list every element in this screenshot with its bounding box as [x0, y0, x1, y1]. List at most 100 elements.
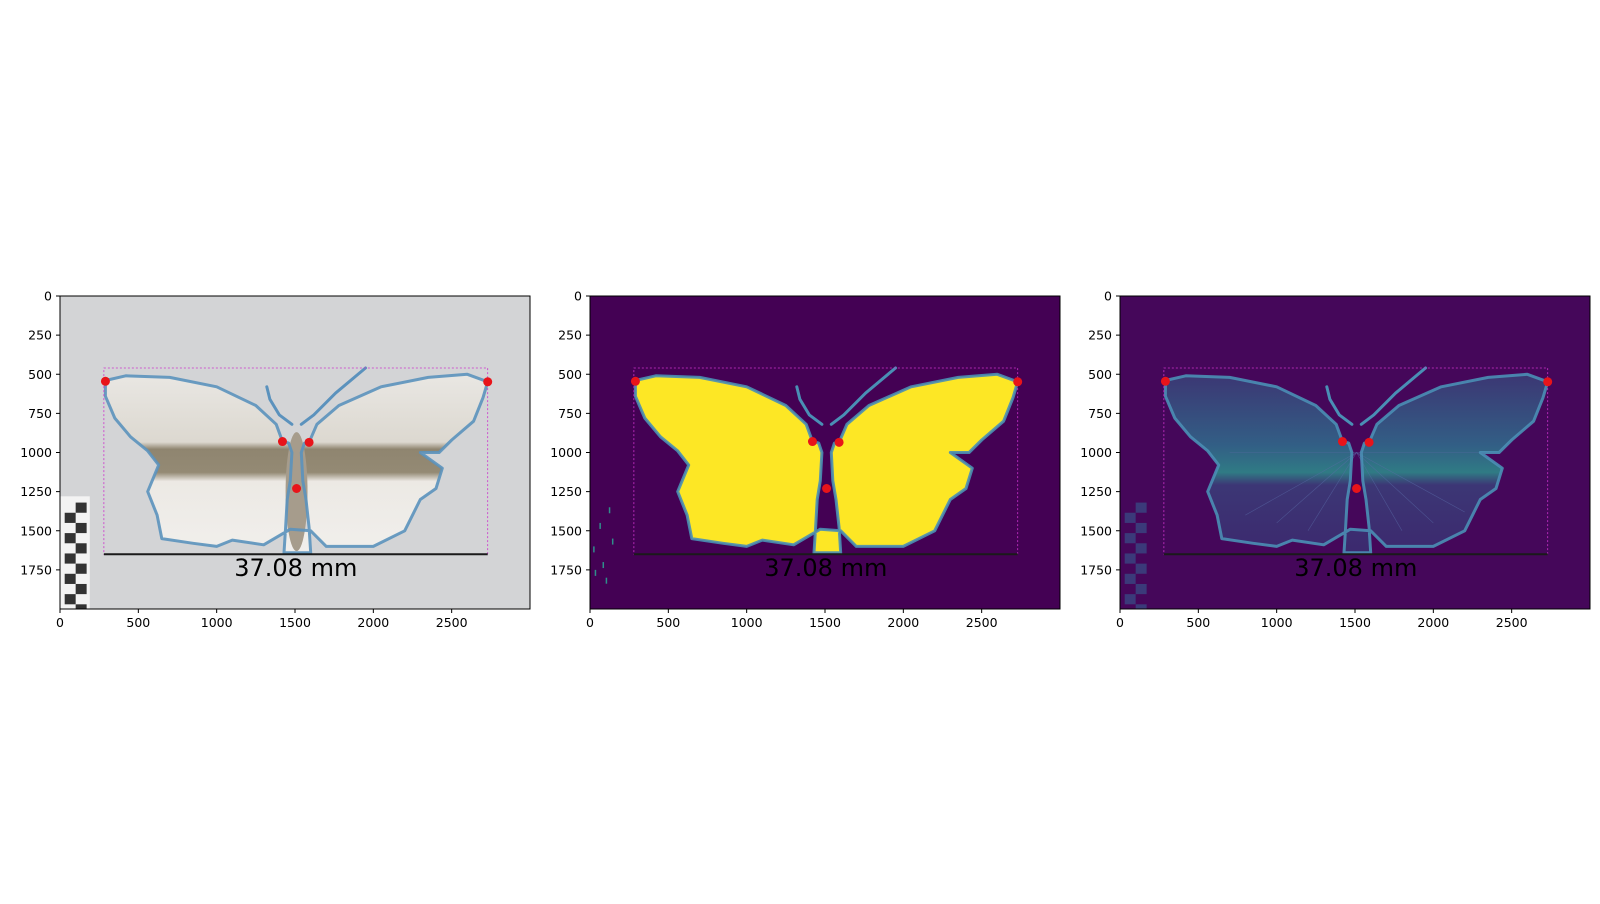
measurement-label: 37.08 mm: [764, 554, 887, 582]
y-tick-label: 750: [28, 406, 52, 421]
edge-checker-ghost: [1124, 502, 1147, 609]
image-content: 37.08 mm: [1120, 296, 1590, 609]
landmark-point: [807, 437, 817, 447]
vein-line: [1356, 452, 1465, 513]
vein-line: [1356, 452, 1403, 531]
y-tick-label: 1000: [20, 445, 52, 460]
edge-silhouette: [1165, 374, 1548, 553]
ghost-square: [1135, 563, 1147, 574]
x-tick-label: 2500: [436, 615, 468, 630]
y-tick-label: 500: [558, 367, 582, 382]
measurement-label: 37.08 mm: [234, 554, 357, 582]
y-tick-label: 1750: [1080, 562, 1112, 577]
y-tick-label: 1500: [1080, 523, 1112, 538]
panel-edges: 37.08 mm 0 500 1000 1500 2000 2500 0 250 500 750 10…: [1080, 289, 1591, 630]
antenna-right: [1359, 366, 1427, 426]
landmark-point: [1160, 376, 1170, 386]
ghost-square: [1135, 583, 1147, 595]
landmark-point: [630, 376, 640, 386]
ghost-square: [1124, 512, 1136, 523]
image-content: 37.08 mm: [590, 296, 1060, 609]
y-tick-label: 750: [1088, 406, 1112, 421]
image-content: 37.08 mm: [60, 296, 530, 609]
ghost-square: [1135, 502, 1147, 513]
vein-line: [1356, 452, 1434, 524]
x-tick-label: 0: [586, 615, 594, 630]
noise-speck: [602, 562, 605, 569]
antenna-right: [829, 366, 897, 426]
moth-wings: [105, 374, 488, 553]
x-tick-label: 0: [56, 615, 64, 630]
mask-silhouette: [635, 374, 1018, 553]
y-tick-label: 500: [1088, 367, 1112, 382]
ghost-square: [1135, 604, 1147, 609]
antenna-left: [265, 385, 294, 426]
panel-mask: 37.08 mm 0 500 1000 1500 2000 2500 0 250 500 750 10…: [550, 289, 1061, 630]
scale-square: [75, 543, 87, 554]
antenna-left: [1325, 385, 1354, 426]
x-tick-label: 2000: [1417, 615, 1449, 630]
scale-square: [75, 583, 87, 595]
scale-square: [64, 594, 76, 605]
x-tick-label: 500: [1186, 615, 1210, 630]
noise-speck: [608, 507, 611, 514]
ghost-square: [1124, 533, 1136, 544]
x-tick-label: 1500: [809, 615, 841, 630]
x-tick-label: 0: [1116, 615, 1124, 630]
contour-outline: [103, 372, 490, 555]
landmark-point: [1543, 377, 1553, 387]
y-tick-label: 750: [558, 406, 582, 421]
landmark-point: [1364, 437, 1374, 447]
landmark-point: [822, 483, 832, 493]
mask-noise: [593, 507, 614, 584]
panel-photo: 37.08 mm 0 500 1000 1500 2000 2500 0 250 500 750 10…: [20, 289, 531, 630]
landmark-point: [1352, 483, 1362, 493]
ghost-square: [1135, 543, 1147, 554]
scale-square: [64, 573, 76, 584]
edge-veins: [1229, 452, 1481, 531]
image-background: [590, 296, 1060, 609]
contour-outline: [1163, 372, 1550, 555]
vein-line: [1245, 452, 1357, 516]
y-tick-label: 1000: [1080, 445, 1112, 460]
noise-speck: [594, 569, 597, 576]
y-tick-label: 0: [1104, 289, 1112, 304]
landmark-point: [304, 437, 314, 447]
scale-square: [64, 553, 76, 564]
y-tick-label: 0: [574, 289, 582, 304]
scale-square: [64, 512, 76, 523]
scale-square: [75, 604, 87, 609]
noise-speck: [611, 538, 614, 545]
y-tick-label: 1250: [1080, 484, 1112, 499]
scale-square: [75, 502, 87, 513]
antenna-left: [795, 385, 824, 426]
y-tick-label: 250: [28, 328, 52, 343]
x-tick-label: 1500: [279, 615, 311, 630]
noise-speck: [605, 577, 608, 584]
landmark-point: [483, 377, 493, 387]
y-tick-label: 1250: [20, 484, 52, 499]
landmark-point: [1337, 437, 1347, 447]
landmark-point: [1013, 377, 1023, 387]
x-tick-label: 2000: [887, 615, 919, 630]
x-tick-label: 1000: [201, 615, 233, 630]
scale-square: [64, 533, 76, 544]
vein-line: [1307, 452, 1357, 531]
x-tick-label: 2000: [357, 615, 389, 630]
ghost-square: [1124, 573, 1136, 584]
x-tick-label: 2500: [966, 615, 998, 630]
landmark-point: [100, 376, 110, 386]
x-tick-label: 500: [656, 615, 680, 630]
scale-square: [75, 563, 87, 574]
landmark-point: [277, 437, 287, 447]
y-tick-label: 500: [28, 367, 52, 382]
y-tick-label: 250: [558, 328, 582, 343]
noise-speck: [599, 522, 601, 529]
landmark-point: [834, 437, 844, 447]
measurement-label: 37.08 mm: [1294, 554, 1417, 582]
y-tick-label: 1250: [550, 484, 582, 499]
y-tick-label: 1750: [550, 562, 582, 577]
x-tick-label: 1000: [731, 615, 763, 630]
